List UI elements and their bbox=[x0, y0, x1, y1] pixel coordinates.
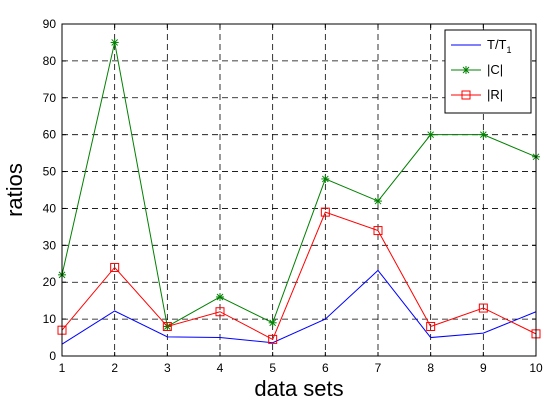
legend-label-main: |R| bbox=[487, 87, 503, 102]
series-t-t1 bbox=[61, 269, 537, 345]
data-point-c bbox=[216, 292, 224, 301]
legend-entry: T/T1 bbox=[451, 37, 512, 55]
data-point-r bbox=[320, 207, 330, 217]
x-tick-label: 7 bbox=[375, 361, 382, 375]
legend-marker-sample bbox=[462, 66, 470, 74]
x-tick-label: 2 bbox=[111, 361, 118, 375]
y-tick-label: 90 bbox=[43, 17, 57, 31]
legend-box bbox=[444, 29, 532, 114]
axis-ticks: 1 2 3 4 5 6 7 8 9 10 0 10 20 30 40 50 60 70 80 90 bbox=[43, 17, 543, 375]
x-axis-title: data sets bbox=[254, 376, 343, 401]
legend-entry: |R| bbox=[451, 87, 503, 102]
y-tick-label: 70 bbox=[43, 91, 57, 105]
legend-label: |R| bbox=[487, 87, 503, 102]
y-tick-label: 0 bbox=[49, 349, 56, 363]
data-point-c bbox=[268, 318, 277, 327]
data-point-r bbox=[162, 321, 172, 331]
x-tick-label: 4 bbox=[217, 361, 224, 375]
legend: T/T1 |C| |R| bbox=[444, 29, 532, 114]
x-tick-label: 5 bbox=[269, 361, 276, 375]
series-r bbox=[57, 207, 541, 344]
y-tick-label: 60 bbox=[43, 128, 57, 142]
data-point-c bbox=[321, 174, 330, 183]
plot-area-frame bbox=[61, 23, 537, 357]
legend-label: T/T1 bbox=[487, 37, 512, 55]
y-tick-label: 20 bbox=[43, 275, 57, 289]
series-line-c bbox=[61, 42, 537, 328]
x-tick-label: 10 bbox=[529, 361, 543, 375]
x-tick-label: 1 bbox=[59, 361, 66, 375]
y-tick-label: 30 bbox=[43, 238, 57, 252]
y-axis-title: ratios bbox=[2, 163, 27, 217]
legend-entry: |C| bbox=[451, 62, 503, 77]
x-tick-label: 6 bbox=[322, 361, 329, 375]
y-tick-label: 40 bbox=[43, 201, 57, 215]
data-point-r bbox=[110, 262, 120, 272]
series-line-r bbox=[61, 211, 537, 341]
x-tick-label: 3 bbox=[164, 361, 171, 375]
data-point-r bbox=[426, 321, 436, 331]
y-tick-label: 10 bbox=[43, 312, 57, 326]
data-point-r bbox=[268, 334, 278, 344]
legend-label-main: |C| bbox=[487, 62, 503, 77]
data-point-c bbox=[374, 197, 382, 206]
data-point-c bbox=[426, 130, 435, 139]
x-tick-label: 8 bbox=[427, 361, 434, 375]
x-tick-label: 9 bbox=[480, 361, 487, 375]
data-point-c bbox=[479, 130, 488, 139]
legend-label-main: T/T bbox=[487, 37, 507, 52]
legend-marker-sample bbox=[461, 90, 471, 100]
data-point-r bbox=[215, 307, 225, 317]
series-layer bbox=[57, 38, 541, 345]
data-point-r bbox=[373, 226, 383, 236]
y-tick-label: 50 bbox=[43, 165, 57, 179]
legend-label: |C| bbox=[487, 62, 503, 77]
data-point-c bbox=[110, 38, 119, 47]
series-line-t-t1 bbox=[61, 269, 537, 345]
y-tick-label: 80 bbox=[43, 54, 57, 68]
legend-label-subscript: 1 bbox=[507, 45, 512, 55]
data-point-r bbox=[478, 303, 488, 313]
